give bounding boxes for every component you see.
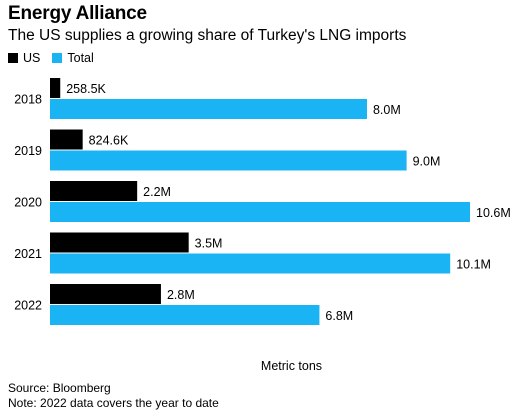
data-label-total-2021: 10.1M bbox=[456, 258, 491, 272]
y-tick-label-2018: 2018 bbox=[14, 93, 42, 107]
legend-item-total: Total bbox=[52, 51, 94, 65]
data-label-us-2019: 824.6K bbox=[89, 134, 129, 148]
source-note: Source: Bloomberg bbox=[8, 381, 111, 395]
data-label-total-2022: 6.8M bbox=[325, 309, 353, 323]
chart-subtitle: The US supplies a growing share of Turke… bbox=[8, 27, 407, 44]
bar-total-2021 bbox=[50, 253, 451, 274]
bar-us-2019 bbox=[50, 129, 83, 150]
data-label-total-2020: 10.6M bbox=[476, 206, 511, 220]
data-label-us-2022: 2.8M bbox=[167, 288, 195, 302]
legend-swatch-total bbox=[52, 53, 63, 63]
data-label-total-2019: 9.0M bbox=[413, 155, 441, 169]
legend-item-us: US bbox=[8, 51, 40, 65]
bar-total-2020 bbox=[50, 202, 470, 222]
data-label-us-2021: 3.5M bbox=[195, 237, 223, 251]
bar-us-2020 bbox=[50, 181, 138, 201]
legend-label-us: US bbox=[23, 51, 41, 65]
bar-us-2022 bbox=[50, 284, 161, 304]
bar-total-2022 bbox=[50, 305, 320, 325]
legend: US Total bbox=[8, 50, 106, 66]
chart-footer: Source: Bloomberg Note: 2022 data covers… bbox=[8, 381, 219, 411]
legend-label-total: Total bbox=[67, 51, 94, 65]
data-label-total-2018: 8.0M bbox=[373, 103, 401, 117]
bar-us-2021 bbox=[50, 232, 189, 253]
bar-chart: 2018 258.5K 8.0M 2019 824.6K 9.0M 2020 2.2M 10.6… bbox=[14, 78, 511, 325]
y-tick-label-2019: 2019 bbox=[14, 144, 42, 158]
chart-title: Energy Alliance bbox=[8, 3, 147, 24]
bar-total-2019 bbox=[50, 150, 407, 171]
bar-total-2018 bbox=[50, 99, 367, 119]
bar-us-2018 bbox=[50, 78, 61, 98]
y-tick-label-2020: 2020 bbox=[14, 196, 42, 210]
y-tick-label-2022: 2022 bbox=[14, 299, 42, 313]
x-axis-label: Metric tons bbox=[0, 359, 521, 373]
legend-swatch-us bbox=[8, 53, 18, 63]
x-axis-label-text: Metric tons bbox=[260, 359, 323, 373]
data-label-us-2018: 258.5K bbox=[66, 82, 106, 96]
data-note: Note: 2022 data covers the year to date bbox=[8, 396, 219, 410]
data-label-us-2020: 2.2M bbox=[143, 185, 171, 199]
y-tick-label-2021: 2021 bbox=[14, 247, 42, 261]
